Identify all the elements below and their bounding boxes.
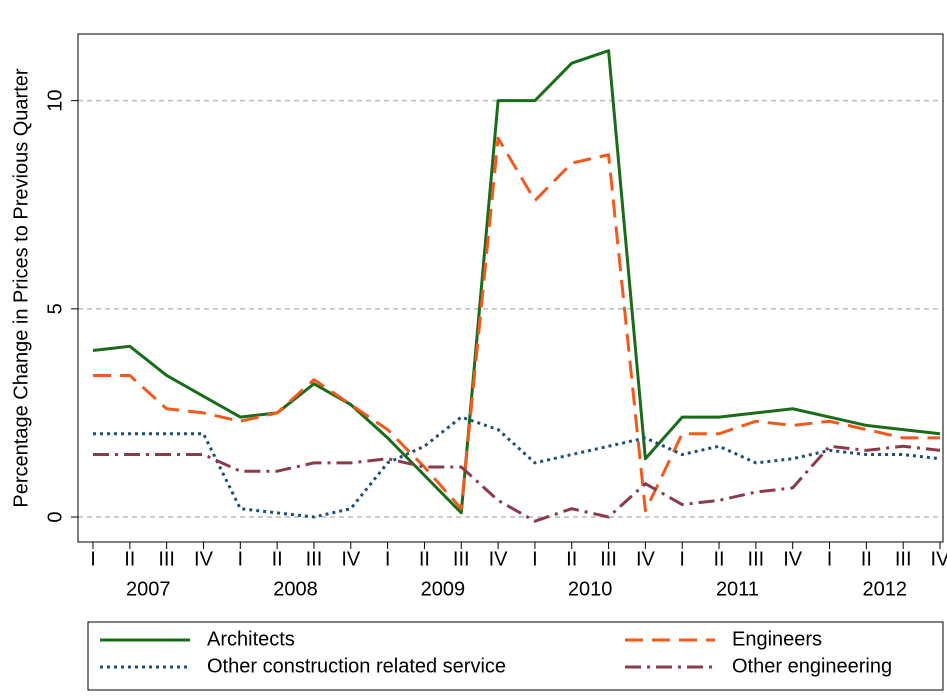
x-group-label: 2009 bbox=[421, 578, 466, 600]
x-tick-label: IV bbox=[194, 548, 214, 570]
legend-label: Other construction related service bbox=[207, 655, 506, 677]
x-tick-label: I bbox=[238, 548, 244, 570]
y-tick-label: 0 bbox=[44, 511, 66, 522]
legend-box bbox=[87, 621, 944, 691]
series-line bbox=[92, 49, 941, 515]
x-tick-label: II bbox=[861, 548, 872, 570]
x-tick-label: I bbox=[90, 548, 96, 570]
x-tick-label: IV bbox=[931, 548, 947, 570]
x-tick-label: II bbox=[566, 548, 577, 570]
x-tick-label: III bbox=[895, 548, 912, 570]
x-group-label: 2008 bbox=[273, 578, 318, 600]
y-tick-label: 5 bbox=[44, 303, 66, 314]
x-tick-label: I bbox=[679, 548, 685, 570]
x-tick-label: I bbox=[827, 548, 833, 570]
x-group-label: 2010 bbox=[568, 578, 613, 600]
y-axis-title: Percentage Change in Prices to Previous … bbox=[10, 68, 32, 507]
x-tick-label: III bbox=[158, 548, 175, 570]
legend-label: Architects bbox=[207, 628, 295, 650]
x-tick-label: III bbox=[748, 548, 765, 570]
y-tick-label: 10 bbox=[44, 89, 66, 111]
x-tick-label: II bbox=[124, 548, 135, 570]
x-tick-label: III bbox=[453, 548, 470, 570]
x-group-label: 2011 bbox=[716, 578, 759, 600]
x-group-label: 2012 bbox=[863, 578, 908, 600]
x-tick-label: IV bbox=[783, 548, 803, 570]
x-tick-label: II bbox=[419, 548, 430, 570]
x-tick-label: II bbox=[713, 548, 724, 570]
series-line bbox=[93, 444, 941, 523]
x-tick-label: IV bbox=[341, 548, 361, 570]
plot-frame bbox=[77, 33, 944, 543]
x-tick-label: III bbox=[600, 548, 617, 570]
x-tick-label: I bbox=[385, 548, 391, 570]
x-group-label: 2007 bbox=[126, 578, 171, 600]
x-tick-label: III bbox=[306, 548, 323, 570]
x-tick-label: I bbox=[532, 548, 538, 570]
x-tick-label: IV bbox=[636, 548, 656, 570]
legend-label: Other engineering bbox=[732, 655, 892, 677]
legend-label: Engineers bbox=[732, 628, 822, 650]
x-tick-label: II bbox=[272, 548, 283, 570]
x-tick-label: IV bbox=[489, 548, 509, 570]
series-line bbox=[93, 136, 940, 513]
